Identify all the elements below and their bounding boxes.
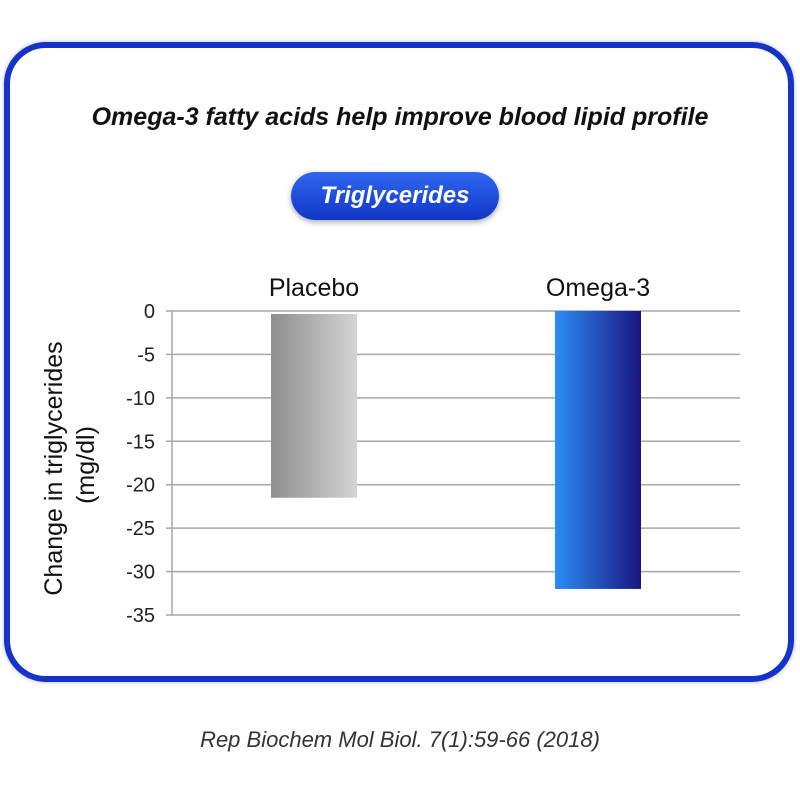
y-tick-label: -30 bbox=[126, 562, 155, 584]
category-label: Placebo bbox=[269, 274, 359, 302]
y-axis-label-line-1: Change in triglycerides bbox=[40, 341, 68, 595]
y-tick-label: -10 bbox=[126, 388, 155, 410]
chart-title: Omega-3 fatty acids help improve blood l… bbox=[91, 103, 709, 131]
y-axis-label-line-2: (mg/dl) bbox=[72, 426, 100, 504]
category-label: Omega-3 bbox=[546, 274, 650, 302]
chart-card bbox=[4, 42, 794, 682]
y-tick-label: -20 bbox=[126, 475, 155, 497]
y-tick-label: -25 bbox=[126, 518, 155, 540]
grid-lines bbox=[166, 310, 740, 616]
y-tick-label: 0 bbox=[144, 301, 155, 323]
bar-omega-3 bbox=[555, 311, 641, 589]
bars bbox=[271, 311, 641, 589]
citation: Rep Biochem Mol Biol. 7(1):59-66 (2018) bbox=[200, 727, 600, 752]
triglycerides-badge: Triglycerides bbox=[291, 172, 499, 220]
bar-placebo bbox=[271, 314, 357, 498]
y-axis-label: Change in triglycerides (mg/dl) bbox=[40, 334, 100, 595]
y-tick-label: -5 bbox=[137, 344, 155, 366]
y-tick-label: -35 bbox=[126, 605, 155, 627]
category-labels: Placebo Omega-3 bbox=[269, 274, 650, 302]
y-tick-labels: 0 -5 -10 -15 -20 -25 -30 -35 bbox=[126, 301, 155, 627]
y-tick-label: -15 bbox=[126, 431, 155, 453]
